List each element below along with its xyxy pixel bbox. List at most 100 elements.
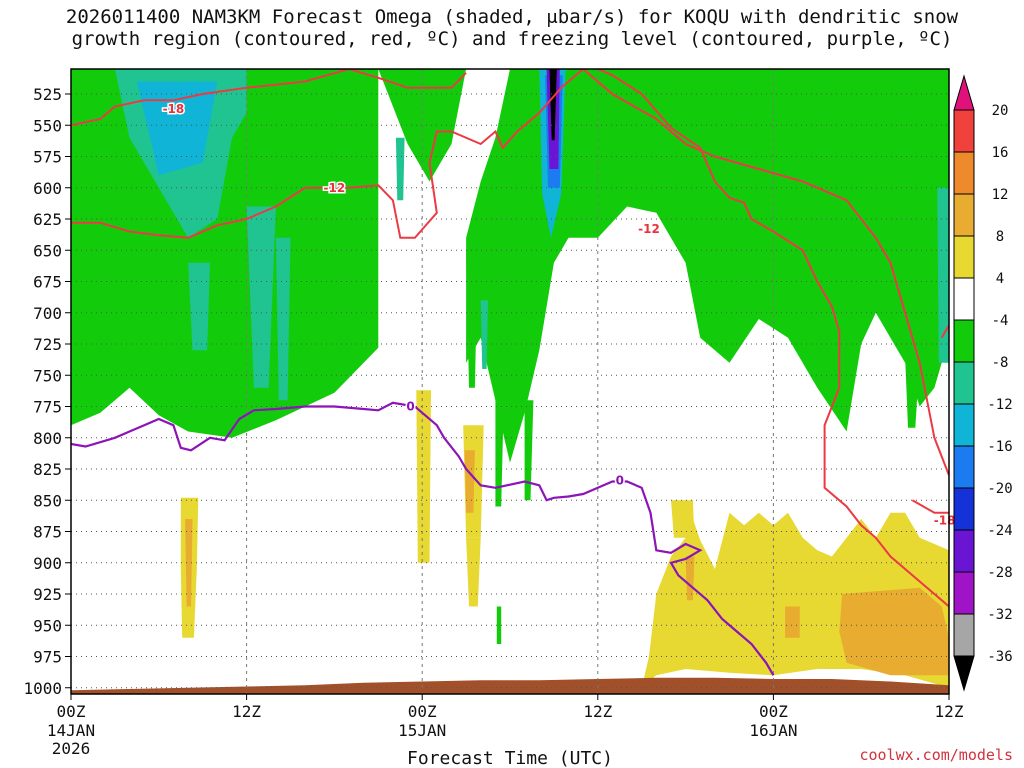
terrain-layer	[71, 677, 949, 694]
dgz-contour-4	[911, 499, 949, 514]
y-tick-label-525: 525	[33, 85, 62, 104]
dgz-contour-3	[597, 69, 949, 608]
dgz-contour-label-2: -12	[638, 222, 660, 236]
omega-region-orange-2	[464, 450, 475, 513]
y-tick-label-825: 825	[33, 460, 62, 479]
colorbar-label-3: 8	[996, 229, 1004, 245]
plot-frame	[70, 68, 950, 695]
x-tick-date-2: 15JAN	[398, 721, 446, 740]
x-tick-label-4: 00Z	[759, 702, 788, 721]
colorbar-swatch-10	[953, 529, 975, 573]
colorbar-label-9: -20	[987, 481, 1012, 497]
y-tick-label-725: 725	[33, 335, 62, 354]
y-tick-label-775: 775	[33, 398, 62, 417]
omega-region-teal-mid	[395, 137, 405, 201]
colorbar-swatch-3	[953, 235, 975, 279]
omega-region-upper-green-right	[466, 69, 949, 463]
chart-title-line2: growth region (contoured, red, ºC) and f…	[71, 28, 953, 50]
colorbar: 20 16 12 8 4 -4 -8 -12 -16 -20 -24 -28 -32 -36	[953, 74, 1013, 692]
colorbar-swatch-9	[953, 487, 975, 531]
omega-region-yellow-right-2	[671, 500, 695, 538]
x-tick-label-1: 12Z	[232, 702, 261, 721]
omega-region-green-drip-b	[495, 387, 505, 507]
omega-region-orange-4	[785, 606, 800, 638]
omega-region-green-blob-low	[496, 606, 502, 644]
y-axis: 525 550 575 600 625 650 675 700 725 750 775 800 825 8…	[23, 85, 71, 698]
colorbar-label-13: -36	[987, 649, 1012, 665]
contour-labels: -18 -12 -12 -18 0 0	[161, 101, 957, 529]
colorbar-swatch-1	[953, 151, 975, 195]
omega-region-teal-left-2	[246, 206, 276, 388]
omega-region-green-drip-c	[524, 400, 534, 501]
dgz-contour-2	[582, 69, 949, 476]
x-tick-label-3: 12Z	[583, 702, 612, 721]
omega-region-yellow-blob-4	[466, 537, 481, 607]
omega-region-orange-5	[839, 587, 949, 676]
omega-region-yellow-blob-2	[416, 390, 431, 563]
omega-region-cyan-left	[136, 81, 218, 176]
colorbar-swatch-7	[953, 403, 975, 447]
y-tick-label-600: 600	[33, 179, 62, 198]
terrain-fill	[71, 677, 949, 694]
freezing-contour-0	[71, 401, 775, 676]
y-tick-label-950: 950	[33, 616, 62, 635]
dgz-contour-0	[71, 69, 467, 127]
omega-region-orange-1	[185, 519, 193, 607]
y-tick-label-625: 625	[33, 210, 62, 229]
y-tick-label-975: 975	[33, 648, 62, 667]
y-tick-label-575: 575	[33, 148, 62, 167]
x-axis-label: Forecast Time (UTC)	[407, 748, 613, 768]
colorbar-swatch-5	[953, 319, 975, 363]
colorbar-swatch-4	[953, 277, 975, 321]
x-tick-year-0: 2026	[52, 739, 91, 758]
omega-region-teal-left-3	[275, 237, 291, 401]
colorbar-swatch-11	[953, 571, 975, 615]
omega-shading	[71, 69, 949, 688]
colorbar-swatch-2	[953, 193, 975, 237]
y-tick-label-800: 800	[33, 429, 62, 448]
dgz-contour-1	[71, 69, 584, 239]
dgz-contour-5	[940, 324, 949, 339]
colorbar-swatch-8	[953, 445, 975, 489]
colorbar-label-7: -12	[987, 397, 1012, 413]
y-tick-label-875: 875	[33, 523, 62, 542]
colorbar-swatch-0	[953, 109, 975, 153]
gridlines	[71, 69, 949, 694]
credit-link[interactable]: coolwx.com/models	[859, 746, 1013, 764]
freezing-contour-label-1: 0	[616, 473, 624, 487]
omega-region-orange-3	[685, 556, 695, 601]
colorbar-label-12: -32	[987, 607, 1012, 623]
y-tick-label-550: 550	[33, 116, 62, 135]
x-tick-date-4: 16JAN	[749, 721, 797, 740]
dgz-contours	[71, 69, 949, 608]
colorbar-swatch-12	[953, 613, 975, 657]
colorbar-swatch-6	[953, 361, 975, 405]
colorbar-label-2: 12	[992, 187, 1009, 203]
freezing-contour-label-0: 0	[406, 400, 414, 414]
colorbar-label-1: 16	[992, 145, 1009, 161]
y-tick-label-850: 850	[33, 491, 62, 510]
colorbar-label-8: -16	[987, 439, 1012, 455]
x-tick-label-2: 00Z	[408, 702, 437, 721]
omega-region-black-core	[549, 69, 557, 141]
y-tick-label-1000: 1000	[23, 679, 62, 698]
omega-region-green-drip-a	[466, 250, 478, 388]
y-tick-label-650: 650	[33, 241, 62, 260]
y-tick-label-900: 900	[33, 554, 62, 573]
x-tick-label-0: 00Z	[57, 702, 86, 721]
colorbar-label-11: -28	[987, 565, 1012, 581]
colorbar-label-5: -4	[992, 313, 1009, 329]
y-tick-label-675: 675	[33, 273, 62, 292]
x-tick-date-0: 14JAN	[47, 721, 95, 740]
dgz-contour-label-3: -18	[934, 513, 956, 527]
dgz-contour-label-1: -12	[324, 181, 346, 195]
colorbar-label-6: -8	[992, 355, 1009, 371]
colorbar-swatch-bottom	[953, 655, 975, 692]
omega-region-teal-right	[937, 187, 949, 363]
y-tick-label-750: 750	[33, 366, 62, 385]
x-tick-label-5: 12Z	[935, 702, 964, 721]
colorbar-swatch-top	[953, 74, 975, 111]
chart-title: 2026011400 NAM3KM Forecast Omega (shaded…	[0, 6, 1024, 50]
